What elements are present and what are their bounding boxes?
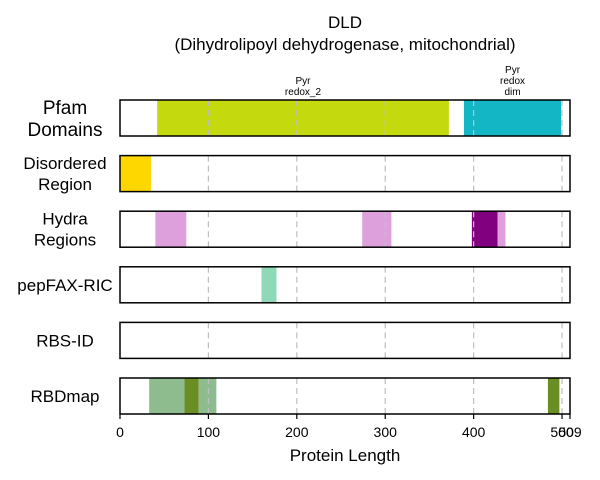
domain-label-1: Pyr	[505, 65, 521, 76]
track-hydra: Hydra Regions	[34, 210, 571, 250]
segment-rbdmap-2	[198, 378, 217, 414]
segment-pfam-0	[157, 100, 449, 136]
track-frame	[119, 377, 571, 415]
track-label-disordered: Disordered	[23, 154, 106, 173]
track-background	[120, 155, 570, 192]
track-pepfax: pepFAX-RIC	[17, 266, 571, 304]
x-tick-label: 500	[550, 424, 574, 440]
track-label-rbsid: RBS-ID	[36, 331, 94, 350]
domain-label-0: redox_2	[285, 87, 322, 98]
domain-label-0: Pyr	[296, 76, 312, 87]
track-background	[120, 322, 570, 359]
segment-rbdmap-1	[184, 378, 199, 414]
track-label-hydra: Hydra	[42, 210, 88, 229]
segment-hydra-3	[497, 211, 506, 248]
track-rbdmap: RBDmap	[31, 377, 571, 415]
track-background	[120, 266, 570, 303]
track-label-rbdmap: RBDmap	[31, 387, 100, 406]
x-axis-title: Protein Length	[290, 446, 401, 465]
chart-title-line-1: DLD	[328, 13, 362, 32]
x-tick-label: 200	[285, 424, 309, 440]
track-frame	[119, 210, 571, 248]
chart-title-line-2: (Dihydrolipoyl dehydrogenase, mitochondr…	[174, 35, 515, 54]
x-tick-label: 400	[462, 424, 486, 440]
segment-rbdmap-0	[149, 378, 185, 414]
segment-hydra-2	[471, 211, 498, 248]
domain-label-1: dim	[504, 87, 520, 98]
track-label-pfam: Domains	[28, 120, 103, 141]
segment-disordered-0	[120, 155, 151, 192]
segment-pepfax-0	[261, 266, 277, 303]
track-label-pfam: Pfam	[43, 98, 87, 119]
track-disordered: Disordered Region	[23, 154, 571, 194]
segment-hydra-0	[155, 211, 187, 248]
segment-hydra-1	[362, 211, 392, 248]
track-frame	[119, 99, 571, 137]
x-tick-label: 0	[116, 424, 124, 440]
segment-pfam-1	[463, 100, 562, 136]
track-rbsid: RBS-ID	[36, 321, 571, 360]
domain-label-1: redox	[500, 76, 525, 87]
tracks-layer: PfamDomainsPyrredox_2PyrredoxdimDisorder…	[17, 65, 571, 415]
track-label-disordered: Region	[38, 175, 92, 194]
segment-rbdmap-3	[547, 378, 560, 414]
track-frame	[119, 266, 571, 304]
x-tick-label: 100	[197, 424, 221, 440]
track-frame	[119, 154, 571, 193]
track-label-pepfax: pepFAX-RIC	[17, 276, 112, 295]
x-tick-label: 509	[558, 424, 582, 440]
x-tick-label: 300	[374, 424, 398, 440]
track-label-hydra: Regions	[34, 231, 96, 250]
track-frame	[119, 321, 571, 360]
